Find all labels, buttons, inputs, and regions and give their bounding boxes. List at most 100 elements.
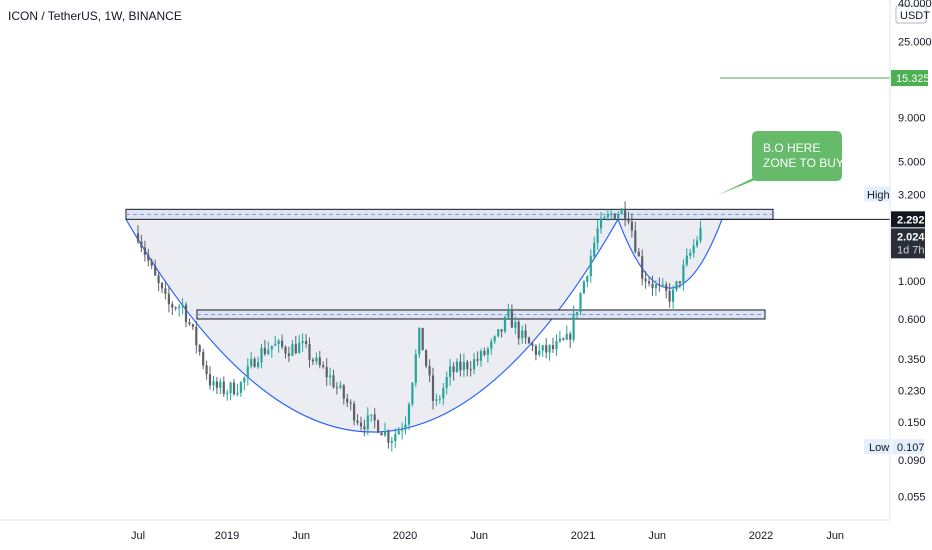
candle-body[interactable] — [538, 350, 541, 355]
candle-body[interactable] — [668, 290, 671, 302]
candle-body[interactable] — [346, 398, 349, 403]
candle-body[interactable] — [630, 221, 633, 231]
candle-body[interactable] — [229, 382, 232, 393]
candle-body[interactable] — [305, 341, 308, 344]
candle-body[interactable] — [222, 381, 225, 394]
candle-body[interactable] — [603, 217, 606, 219]
candle-body[interactable] — [445, 377, 448, 388]
candle-body[interactable] — [277, 340, 280, 345]
candle-body[interactable] — [260, 347, 263, 363]
candle-body[interactable] — [356, 420, 359, 423]
candle-body[interactable] — [486, 348, 489, 355]
candle-body[interactable] — [394, 434, 397, 441]
candle-body[interactable] — [332, 375, 335, 388]
candle-body[interactable] — [208, 374, 212, 386]
candle-body[interactable] — [654, 284, 657, 289]
candle-body[interactable] — [490, 341, 493, 349]
candle-body[interactable] — [322, 365, 325, 368]
candle-body[interactable] — [267, 349, 270, 354]
candle-body[interactable] — [383, 431, 387, 436]
candle-body[interactable] — [651, 283, 654, 289]
candle-body[interactable] — [188, 322, 191, 325]
candle-body[interactable] — [404, 424, 407, 430]
candle-body[interactable] — [215, 381, 218, 388]
candle-body[interactable] — [507, 309, 510, 317]
candle-body[interactable] — [575, 312, 579, 314]
candle-body[interactable] — [287, 353, 290, 356]
candle-body[interactable] — [178, 306, 181, 309]
candle-body[interactable] — [586, 276, 589, 282]
candle-body[interactable] — [232, 382, 236, 395]
candle-body[interactable] — [284, 347, 287, 354]
candle-body[interactable] — [641, 256, 644, 279]
candle-body[interactable] — [219, 381, 222, 388]
candle-body[interactable] — [449, 366, 452, 377]
candle-body[interactable] — [469, 369, 472, 371]
candle-body[interactable] — [205, 365, 208, 375]
candle-body[interactable] — [270, 345, 273, 350]
candle-body[interactable] — [397, 430, 400, 435]
candle-body[interactable] — [596, 228, 599, 243]
candle-body[interactable] — [377, 420, 380, 433]
candle-body[interactable] — [648, 281, 651, 284]
candle-body[interactable] — [562, 338, 565, 340]
candle-body[interactable] — [411, 382, 414, 405]
candle-body[interactable] — [531, 343, 534, 346]
candle-body[interactable] — [493, 336, 496, 342]
candle-body[interactable] — [500, 329, 503, 332]
candle-body[interactable] — [582, 281, 585, 294]
callout-box[interactable] — [752, 131, 842, 181]
candle-body[interactable] — [479, 351, 483, 361]
candle-body[interactable] — [699, 227, 702, 241]
candle-body[interactable] — [281, 340, 284, 347]
candle-body[interactable] — [462, 362, 465, 371]
candle-body[interactable] — [617, 214, 620, 219]
candle-body[interactable] — [366, 415, 369, 429]
candle-body[interactable] — [510, 309, 513, 328]
candle-body[interactable] — [421, 327, 424, 351]
candle-body[interactable] — [349, 402, 352, 404]
candle-body[interactable] — [678, 281, 681, 284]
candle-body[interactable] — [298, 342, 301, 354]
candle-body[interactable] — [291, 344, 294, 356]
candle-body[interactable] — [521, 330, 524, 339]
candle-body[interactable] — [239, 382, 242, 393]
candle-body[interactable] — [558, 338, 561, 342]
candle-body[interactable] — [572, 313, 575, 340]
candle-body[interactable] — [202, 352, 205, 366]
candle-body[interactable] — [476, 359, 479, 361]
candle-body[interactable] — [154, 265, 157, 276]
candle-body[interactable] — [136, 233, 140, 242]
candle-body[interactable] — [311, 359, 314, 362]
candle-body[interactable] — [315, 357, 318, 362]
candle-body[interactable] — [250, 359, 253, 367]
candle-body[interactable] — [527, 337, 531, 344]
candle-body[interactable] — [157, 275, 160, 284]
candle-body[interactable] — [212, 381, 215, 386]
candle-body[interactable] — [466, 362, 469, 370]
candle-body[interactable] — [294, 344, 297, 354]
candle-body[interactable] — [191, 324, 194, 327]
candle-body[interactable] — [692, 245, 695, 253]
candle-body[interactable] — [390, 441, 393, 443]
candle-body[interactable] — [140, 241, 143, 248]
candle-body[interactable] — [624, 208, 627, 219]
candle-body[interactable] — [418, 327, 421, 355]
candle-body[interactable] — [459, 361, 462, 371]
candle-body[interactable] — [263, 347, 266, 354]
candle-body[interactable] — [243, 377, 246, 383]
candle-body[interactable] — [685, 255, 688, 265]
candle-body[interactable] — [301, 341, 304, 343]
candle-body[interactable] — [438, 398, 441, 400]
candle-body[interactable] — [627, 218, 630, 222]
candle-body[interactable] — [363, 426, 366, 429]
candle-body[interactable] — [143, 247, 146, 255]
candle-body[interactable] — [497, 329, 500, 337]
candle-body[interactable] — [534, 346, 537, 355]
candle-body[interactable] — [435, 399, 438, 401]
candle-body[interactable] — [675, 281, 678, 290]
candle-body[interactable] — [613, 213, 616, 219]
candle-body[interactable] — [150, 260, 153, 266]
candle-body[interactable] — [226, 393, 229, 394]
